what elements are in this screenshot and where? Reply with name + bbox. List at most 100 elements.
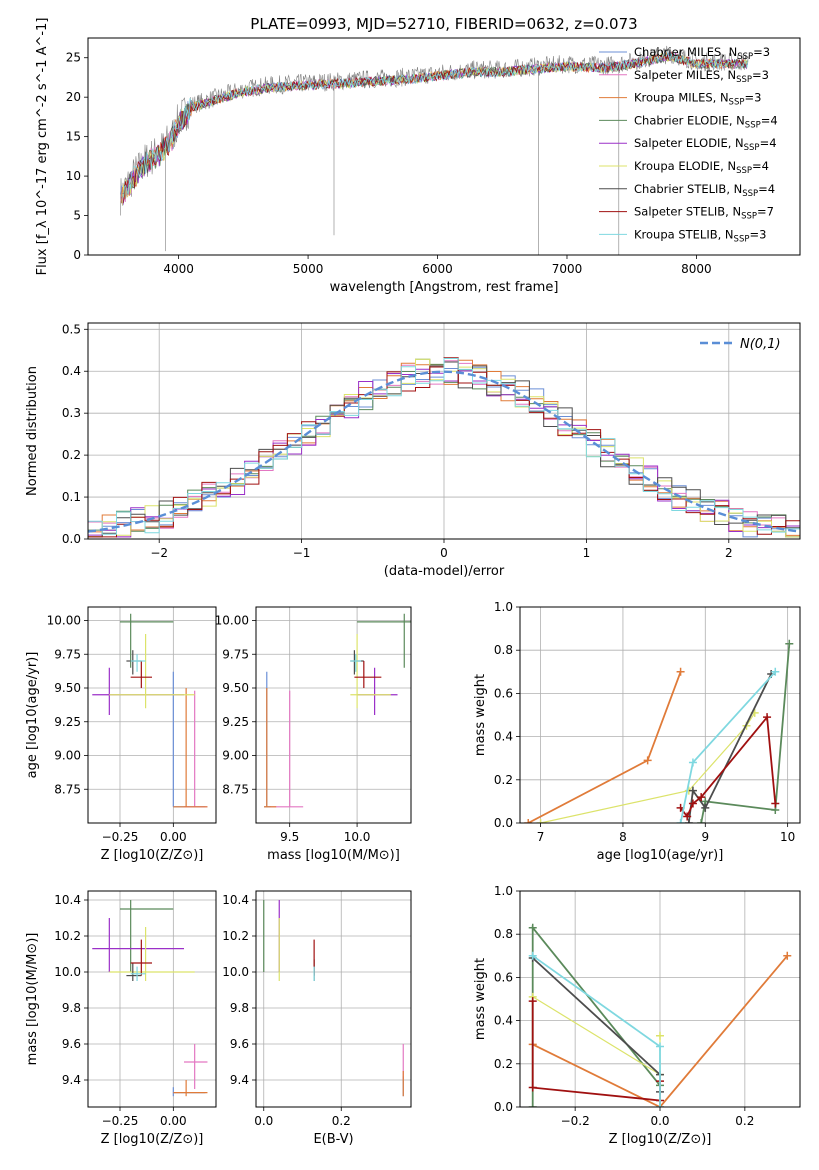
mass-weight-marker: [643, 756, 652, 765]
legend-entry: Salpeter MILES, NSSP=3: [634, 68, 769, 85]
errorbar-point: [130, 939, 152, 976]
mass-weight-marker: [683, 812, 692, 821]
panel-residuals: −2 −1 0 1 2 0.0 0.1 0.2 0.3 0.4 0.5 (data-model)/er…: [25, 322, 801, 579]
y-tick-label: 10.4: [222, 893, 249, 907]
y-tick-label: 0.0: [494, 1100, 513, 1114]
errorbar-point: [172, 1087, 206, 1097]
mass-weight-marker: [763, 713, 772, 722]
x-tick-label: 7: [537, 830, 545, 844]
errorbar-point: [184, 1044, 208, 1089]
y-tick-label: 0.6: [494, 970, 513, 984]
x-axis-label: (data-model)/error: [384, 564, 505, 579]
y-tick-label: 0.2: [62, 448, 81, 462]
mass-weight-marker: [684, 819, 693, 823]
spectrum-model-line: [120, 52, 749, 204]
errorbar-point: [357, 667, 398, 715]
histogram-series: [88, 358, 800, 535]
y-tick-label: 9.4: [230, 1073, 249, 1087]
panel-spectrum: 4000 5000 6000 7000 8000 0 5 10 15 20 25 wavelength…: [35, 18, 801, 295]
plot-area: [263, 900, 404, 1097]
axes-frame: [255, 606, 412, 824]
y-tick-label: 0.5: [62, 322, 81, 336]
x-tick-label: 1: [583, 546, 591, 560]
errorbar-point: [120, 900, 174, 972]
errorbar-point: [109, 927, 195, 981]
y-tick-label: 5: [73, 209, 81, 223]
figure-title: PLATE=0993, MJD=52710, FIBERID=0632, z=0…: [250, 15, 637, 33]
x-tick-label: 0.00: [160, 830, 187, 844]
errorbar-point: [350, 654, 362, 672]
y-axis-label: age [log10(age/yr)]: [25, 652, 40, 779]
x-tick-label: −0.25: [102, 1114, 139, 1128]
y-tick-label: 0.2: [494, 773, 513, 787]
legend-entry: Salpeter ELODIE, NSSP=4: [634, 136, 777, 153]
legend-entry: Chabrier ELODIE, NSSP=4: [634, 113, 778, 130]
errorbar-point: [172, 671, 206, 808]
y-axis-label: mass weight: [473, 674, 488, 756]
axes-frame: [87, 890, 217, 1108]
mass-weight-marker: [528, 1083, 537, 1092]
axes-frame: [87, 37, 801, 256]
axes-frame: [519, 890, 801, 1108]
x-tick-label: 5000: [293, 262, 324, 276]
axes-frame: [87, 322, 801, 540]
mass-weight-marker: [676, 819, 685, 823]
panel-age-vs-mass: 9.5 10.0 8.75 9.00 9.25 9.50 9.75 10.00 mass [lo…: [215, 606, 412, 863]
y-tick-label: 0.0: [62, 532, 81, 546]
mass-weight-marker: [785, 639, 794, 648]
y-tick-label: 8.75: [222, 782, 249, 796]
y-tick-label: 9.00: [222, 749, 249, 763]
x-axis-label: mass [log10(M/M⊙)]: [267, 848, 400, 863]
y-tick-label: 9.25: [222, 715, 249, 729]
x-tick-label: 8000: [681, 262, 712, 276]
y-tick-label: 0.4: [494, 730, 513, 744]
mass-weight-marker: [536, 819, 545, 823]
plot-area: [92, 900, 208, 1097]
errorbar-point: [120, 613, 174, 668]
plot-area: [88, 357, 800, 538]
mass-weight-marker: [528, 923, 537, 932]
y-tick-label: 10.00: [215, 614, 249, 628]
y-tick-label: 9.8: [230, 1001, 249, 1015]
mass-weight-marker: [697, 793, 706, 802]
y-tick-label: 9.6: [62, 1037, 81, 1051]
y-tick-label: 9.50: [54, 681, 81, 695]
normal-curve: [88, 370, 800, 533]
x-tick-label: −0.25: [102, 830, 139, 844]
y-tick-label: 10.0: [222, 965, 249, 979]
x-tick-label: 0.00: [160, 1114, 187, 1128]
x-axis-label: Z [log10(Z/Z⊙)]: [609, 1132, 712, 1147]
errorbar-point: [109, 634, 195, 709]
y-tick-label: 9.6: [230, 1037, 249, 1051]
mass-weight-series: [532, 957, 661, 1092]
legend-entry: Chabrier MILES, NSSP=3: [634, 45, 770, 62]
y-tick-label: 0.3: [62, 406, 81, 420]
errorbar-point: [354, 661, 382, 688]
errorbar-point: [130, 661, 152, 688]
mass-weight-marker: [697, 819, 706, 823]
panel-mass-weight-vs-Z: −0.2 0.0 0.2 0.0 0.2 0.4 0.6 0.8 1.0 Z [log10(Z/Z…: [473, 884, 801, 1147]
axes-frame: [255, 890, 412, 1108]
x-tick-label: 10.0: [344, 830, 371, 844]
y-tick-label: 0.0: [494, 816, 513, 830]
x-tick-label: 4000: [163, 262, 194, 276]
mass-weight-series: [527, 671, 682, 823]
mass-weight-series: [679, 714, 777, 819]
errorbar-point: [126, 650, 142, 675]
errorbar-point: [350, 634, 391, 709]
panels: 4000 5000 6000 7000 80000510152025wavelength…: [25, 18, 801, 1147]
legend-entry: Kroupa ELODIE, NSSP=4: [634, 159, 769, 176]
y-axis-label: mass [log10(M/M⊙)]: [25, 933, 40, 1066]
y-tick-label: 9.4: [62, 1073, 81, 1087]
y-tick-label: 10.00: [47, 614, 81, 628]
x-tick-label: 10: [780, 830, 795, 844]
errorbar-point: [173, 1080, 208, 1097]
x-tick-label: 9.5: [280, 830, 299, 844]
x-tick-label: 7000: [552, 262, 583, 276]
y-axis-label: mass weight: [473, 958, 488, 1040]
x-axis-label: wavelength [Angstrom, rest frame]: [330, 280, 559, 295]
y-tick-label: 10: [66, 169, 81, 183]
y-axis-label: Flux [f_λ 10^-17 erg cm^-2 s^-1 A^-1]: [35, 18, 50, 276]
panel-age-vs-Z: −0.25 0.00 8.75 9.00 9.25 9.50 9.75 10.00 Z [log…: [25, 606, 217, 863]
